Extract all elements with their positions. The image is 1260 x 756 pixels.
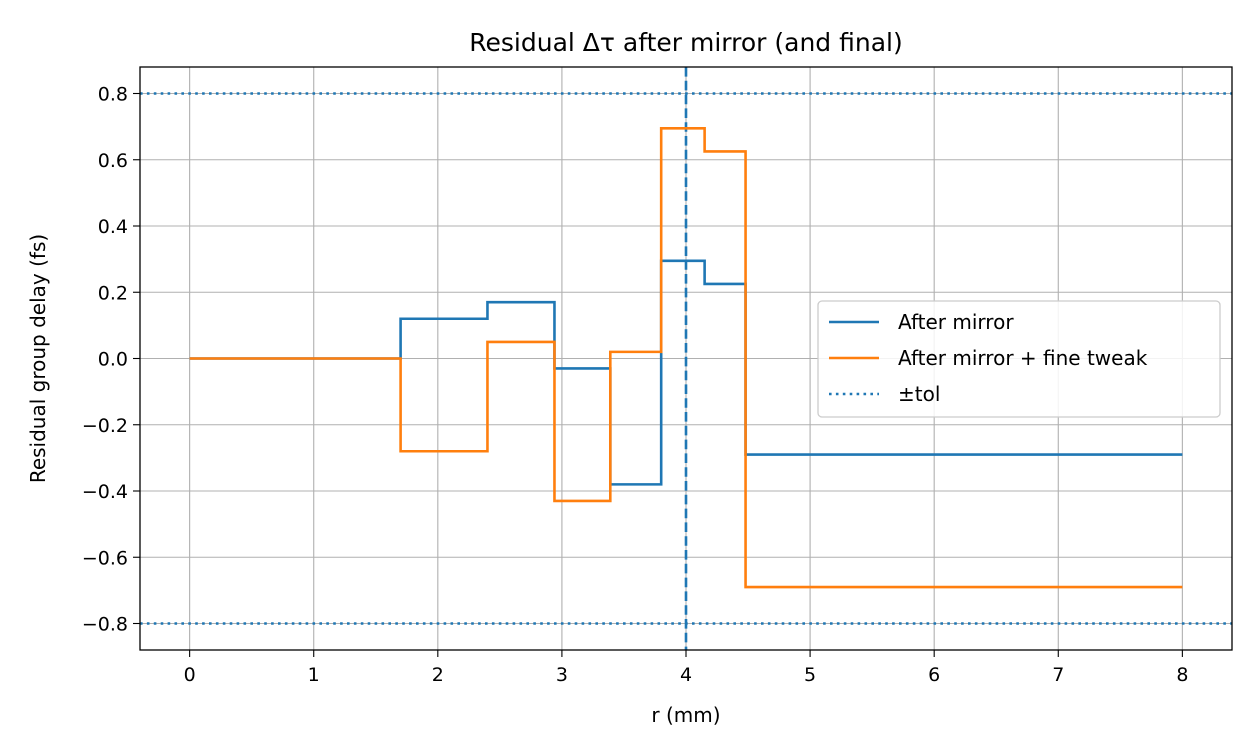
x-tick-label: 4 xyxy=(680,664,692,686)
x-tick-label: 5 xyxy=(804,664,816,686)
legend-label-after-mirror-fine-tweak: After mirror + fine tweak xyxy=(898,346,1148,370)
x-tick-label: 3 xyxy=(556,664,568,686)
legend-label-after-mirror: After mirror xyxy=(898,310,1014,334)
y-tick-label: 0.8 xyxy=(98,84,128,106)
x-tick-label: 2 xyxy=(432,664,444,686)
y-tick-label: −0.2 xyxy=(82,415,128,437)
x-tick-label: 0 xyxy=(184,664,196,686)
x-tick-label: 8 xyxy=(1176,664,1188,686)
legend: After mirror After mirror + fine tweak ±… xyxy=(817,300,1221,418)
y-tick-label: −0.8 xyxy=(82,614,128,636)
ticks: 0 1 2 3 4 5 6 7 8 0.8 0.6 0.4 0.2 0.0 −0.2 −0.4 −0.6 −0.8 xyxy=(82,84,1189,687)
y-tick-label: −0.6 xyxy=(82,547,128,569)
legend-label-tolerance: ±tol xyxy=(898,382,940,406)
y-tick-label: 0.0 xyxy=(98,349,128,371)
legend-box xyxy=(817,300,1221,418)
y-tick-label: 0.4 xyxy=(98,216,128,238)
y-tick-label: 0.6 xyxy=(98,150,128,172)
x-tick-label: 7 xyxy=(1052,664,1064,686)
chart-title: Residual Δτ after mirror (and final) xyxy=(469,28,902,57)
y-tick-label: −0.4 xyxy=(82,481,128,503)
series-lines xyxy=(189,126,1183,589)
reference-lines xyxy=(140,67,1232,650)
x-tick-label: 1 xyxy=(308,664,320,686)
x-axis-label: r (mm) xyxy=(651,703,720,727)
y-axis-label: Residual group delay (fs) xyxy=(26,234,50,483)
x-tick-label: 6 xyxy=(928,664,940,686)
series-line-after-mirror-fine-tweak xyxy=(189,126,1183,589)
y-tick-label: 0.2 xyxy=(98,282,128,304)
